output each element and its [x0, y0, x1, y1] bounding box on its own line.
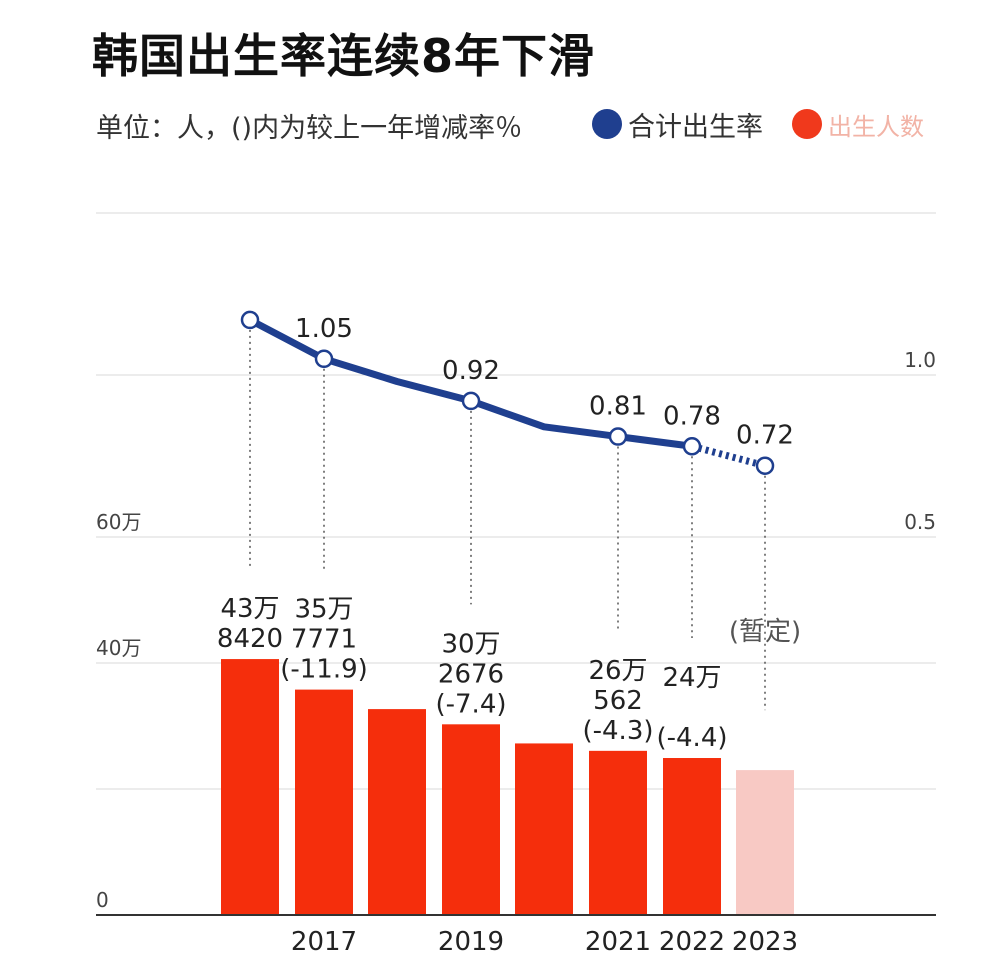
- bar-2019: [442, 724, 500, 915]
- bar-value-label: (暂定): [729, 617, 801, 647]
- legend-item-birth-rate: 合计出生率: [592, 104, 763, 144]
- birth-rate-point-2017: [314, 349, 334, 369]
- chart-subtitle: 单位：人，()内为较上一年增减率％: [96, 113, 523, 144]
- bar-2018: [368, 709, 426, 915]
- birth-rate-point-2023: [755, 456, 775, 475]
- bar-2022: [663, 758, 721, 915]
- left-axis-tick-label: 60万: [96, 510, 141, 534]
- birth-rate-line-provisional: [691, 442, 766, 470]
- bar-value-label: 7771: [291, 625, 357, 655]
- right-axis-tick-label: 1.0: [904, 348, 936, 372]
- x-tick-label: 2022: [659, 927, 725, 957]
- bar-value-label: 43万: [220, 594, 279, 624]
- left-axis-tick-label: 40万: [96, 636, 141, 660]
- bar-2023: [736, 770, 794, 915]
- bar-value-label: 26万: [588, 656, 647, 686]
- bar-value-label: 30万: [441, 629, 500, 659]
- birth-rate-point-2016: [240, 310, 260, 330]
- point-label: 1.05: [295, 314, 353, 344]
- chart-title: 韩国出生率连续8年下滑: [92, 29, 596, 83]
- right-axis-tick-label: 0.5: [904, 510, 936, 534]
- x-tick-label: 2019: [438, 927, 504, 957]
- bar-2021: [589, 750, 647, 915]
- bar-value-label: 2676: [438, 659, 504, 689]
- legend-line-label: 合计出生率: [628, 111, 763, 143]
- bar-value-label: 562: [593, 686, 643, 716]
- bar-2016: [221, 659, 279, 915]
- birth-rate-point-2021: [608, 427, 628, 446]
- bar-value-label: (-7.4): [435, 689, 506, 719]
- point-label: 0.81: [589, 392, 647, 422]
- x-tick-label: 2017: [291, 927, 357, 957]
- legend-bar-swatch: [792, 109, 822, 139]
- bar-value-label: 35万: [294, 595, 353, 625]
- x-tick-label: 2023: [732, 927, 798, 957]
- bar-value-label: 8420: [217, 624, 283, 654]
- birth-rate-point-2019: [461, 391, 481, 411]
- birth-rate-point-2022: [682, 437, 702, 456]
- bar-2017: [295, 689, 353, 915]
- x-tick-label: 2021: [585, 927, 651, 957]
- bar-value-label: (-11.9): [280, 655, 368, 685]
- legend-bar-label: 出生人数: [828, 112, 924, 141]
- point-label: 0.78: [663, 401, 721, 431]
- bar-value-label: 24万: [662, 663, 721, 693]
- bar-value-label: (-4.3): [582, 716, 653, 746]
- bar-value-label: (-4.4): [656, 723, 727, 753]
- bar-2020: [515, 743, 573, 915]
- point-label: 0.72: [736, 421, 794, 451]
- point-label: 0.92: [442, 356, 500, 386]
- legend-line-swatch: [592, 109, 622, 139]
- left-axis-tick-label: 0: [96, 888, 109, 912]
- legend-item-births: 出生人数: [792, 104, 924, 144]
